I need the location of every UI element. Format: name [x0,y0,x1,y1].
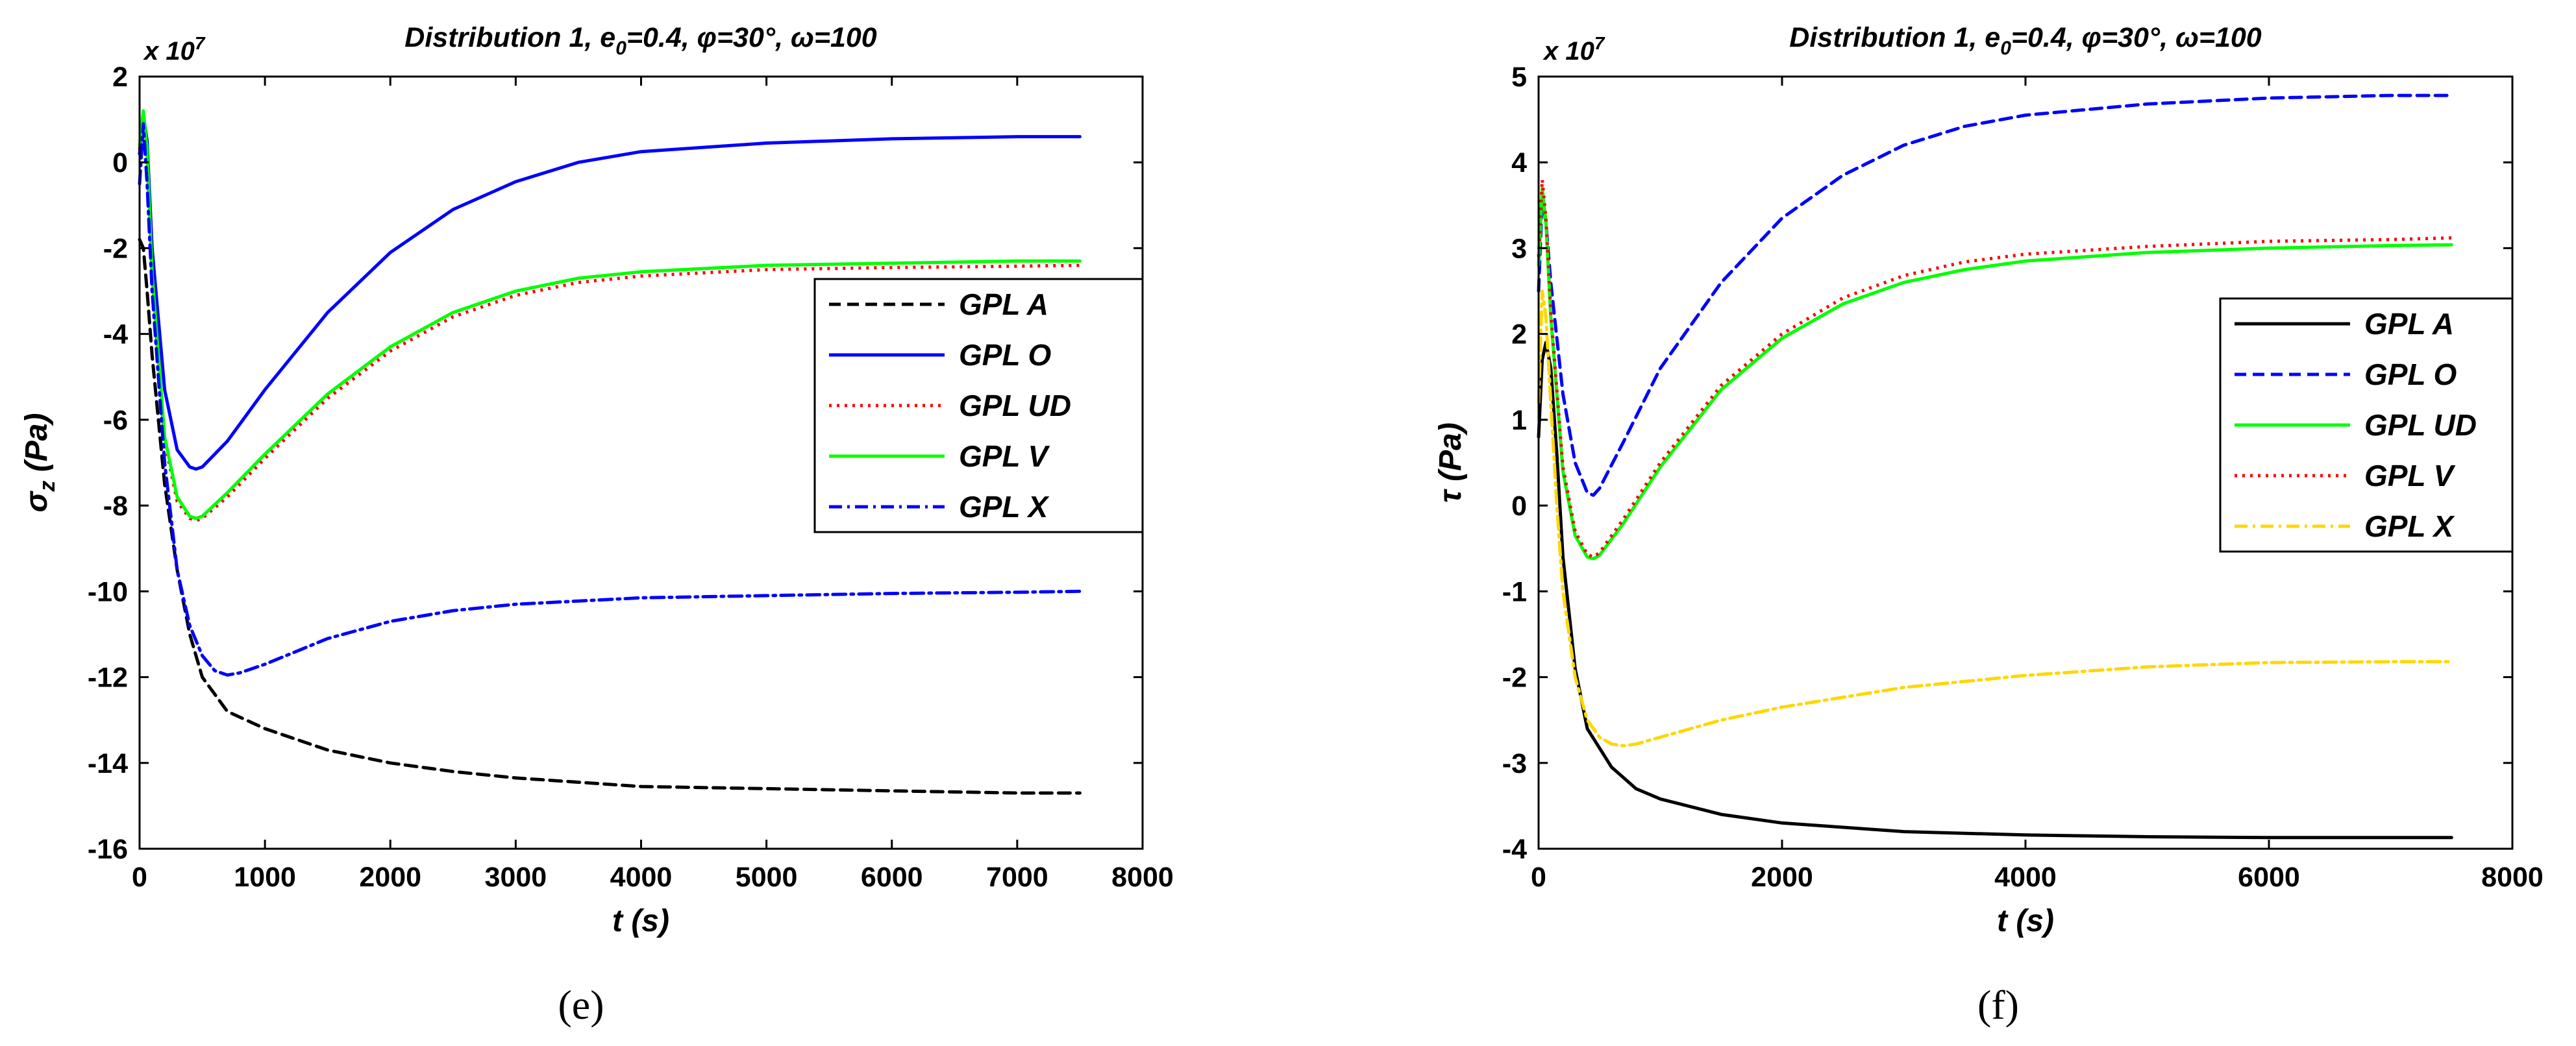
y-axis-label-e: σz (Pa) [19,413,60,513]
x-tick-label: 2000 [359,862,421,893]
series-line-gpl-o [1537,93,2453,497]
y-tick-label: 1 [1511,405,1527,436]
y-tick-label: -8 [103,491,128,522]
series-line-gpl-x [1537,289,2453,748]
legend-label: GPL O [959,338,1052,372]
x-tick-label: 2000 [1751,862,1813,893]
y-axis-label-f: τ (Pa) [1433,422,1468,503]
y-tick-label: -1 [1502,576,1527,607]
legend-label: GPL UD [959,389,1071,422]
y-tick-label: -14 [88,748,128,779]
ticks-e: 0 1000 2000 3000 4000 5000 6000 7000 8000 -16 -14 -… [88,62,1174,893]
y-tick-label: -3 [1502,748,1527,779]
series-line-gpl-a [138,237,1082,795]
y-tick-label: -6 [103,405,128,436]
legend-label: GPL A [2364,307,2454,341]
x-tick-label: 5000 [736,862,798,893]
x-tick-label: 4000 [610,862,673,893]
series-group-e [138,109,1082,795]
series-line-gpl-a [1537,341,2453,840]
chart-panel-e: 0 1000 2000 3000 4000 5000 6000 7000 8000 -16 -14 -… [19,22,1174,1028]
legend-label: GPL X [959,490,1050,524]
legend-e: GPL A GPL O GPL UD GPL V GPL X [813,278,1144,533]
legend-label: GPL O [2364,358,2457,391]
series-line-gpl-o [138,114,1082,471]
legend-label: GPL V [2364,459,2456,493]
ticks-f: 0 2000 4000 6000 8000 -4 -3 -2 -1 0 1 2 3 4 5 [1502,62,2544,893]
legend-label: GPL V [959,439,1050,473]
x-tick-label: 6000 [861,862,923,893]
legend-label: GPL UD [2364,408,2477,442]
y-tick-label: -2 [1502,663,1527,694]
caption-e: (e) [558,982,604,1028]
x-tick-label: 4000 [1994,862,2057,893]
x-tick-label: 8000 [2481,862,2544,893]
y-tick-label: 0 [1511,491,1527,522]
y-tick-label: 4 [1511,147,1527,178]
y-tick-label: 5 [1511,62,1527,93]
y-tick-label: 0 [112,147,128,178]
y-tick-label: 3 [1511,233,1527,264]
x-tick-label: 0 [132,862,147,893]
y-multiplier-f: x 107 [1542,33,1605,66]
y-tick-label: 2 [1511,319,1527,350]
y-tick-label: -12 [88,663,128,694]
y-multiplier-e: x 107 [143,33,206,66]
legend-label: GPL A [959,287,1048,321]
y-tick-label: -2 [103,233,128,264]
x-tick-label: 3000 [485,862,547,893]
x-tick-label: 0 [1531,862,1546,893]
series-line-gpl-v [1537,178,2452,559]
x-axis-label-f: t (s) [1997,904,2054,938]
x-tick-label: 7000 [986,862,1048,893]
y-tick-label: -4 [103,319,128,350]
chart-title-f: Distribution 1, e0=0.4, φ=30°, ω=100 [1789,22,2262,59]
caption-f: (f) [1977,982,2019,1028]
x-tick-label: 1000 [234,862,296,893]
chart-panel-f: 0 2000 4000 6000 8000 -4 -3 -2 -1 0 1 2 3 4 5 Distribu… [1433,22,2544,1028]
x-axis-label-e: t (s) [612,904,669,938]
y-tick-label: -16 [88,834,128,865]
y-tick-label: -4 [1502,834,1527,865]
legend-f: GPL A GPL O GPL UD GPL V GPL X [2219,297,2514,553]
x-tick-label: 8000 [1111,862,1174,893]
chart-title-e: Distribution 1, e0=0.4, φ=30°, ω=100 [404,22,877,59]
y-tick-label: 2 [112,62,128,93]
legend-label: GPL X [2364,509,2455,543]
y-tick-label: -10 [88,576,128,607]
series-group-f [1537,93,2453,840]
x-tick-label: 6000 [2238,862,2300,893]
series-line-gpl-x [138,122,1082,677]
